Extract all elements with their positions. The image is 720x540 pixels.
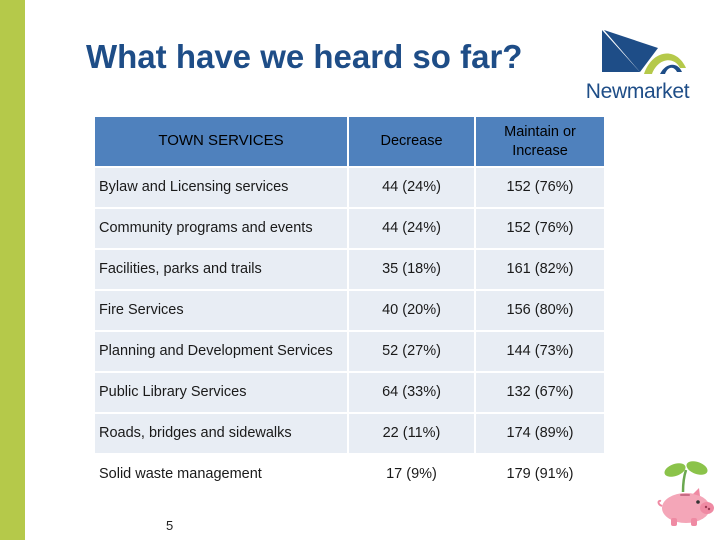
table-row: Roads, bridges and sidewalks 22 (11%) 17… <box>95 413 606 455</box>
service-name: Roads, bridges and sidewalks <box>95 413 349 455</box>
header-maintain-increase: Maintain or Increase <box>475 117 606 168</box>
newmarket-logo-mark-icon <box>602 30 686 74</box>
maintain-value: 156 (80%) <box>475 290 606 332</box>
logo-wordmark: Newmarket <box>585 80 690 103</box>
header-decrease: Decrease <box>348 117 476 168</box>
decrease-value: 44 (24%) <box>348 167 476 209</box>
service-name: Bylaw and Licensing services <box>95 167 349 209</box>
header-town-services: TOWN SERVICES <box>95 117 349 168</box>
page-number: 5 <box>166 518 174 533</box>
service-name: Public Library Services <box>95 372 349 414</box>
table-header-row: TOWN SERVICES Decrease Maintain or Incre… <box>95 117 606 168</box>
table-row: Solid waste management 17 (9%) 179 (91%) <box>95 454 606 496</box>
maintain-value: 161 (82%) <box>475 249 606 291</box>
maintain-value: 144 (73%) <box>475 331 606 373</box>
maintain-value: 152 (76%) <box>475 167 606 209</box>
service-name: Facilities, parks and trails <box>95 249 349 291</box>
decrease-value: 17 (9%) <box>348 454 476 496</box>
slide-title: What have we heard so far? <box>86 38 523 75</box>
table-row: Public Library Services 64 (33%) 132 (67… <box>95 372 606 414</box>
left-accent-bar <box>0 0 25 540</box>
decrease-value: 40 (20%) <box>348 290 476 332</box>
decrease-value: 44 (24%) <box>348 208 476 250</box>
table-row: Bylaw and Licensing services 44 (24%) 15… <box>95 167 606 209</box>
decrease-value: 22 (11%) <box>348 413 476 455</box>
table-row: Facilities, parks and trails 35 (18%) 16… <box>95 249 606 291</box>
maintain-value: 132 (67%) <box>475 372 606 414</box>
newmarket-logo: Newmarket <box>580 28 695 108</box>
town-services-table: TOWN SERVICES Decrease Maintain or Incre… <box>95 117 606 496</box>
service-name: Planning and Development Services <box>95 331 349 373</box>
piggy-bank-sprout-icon <box>657 461 714 526</box>
table-row: Fire Services 40 (20%) 156 (80%) <box>95 290 606 332</box>
maintain-value: 179 (91%) <box>475 454 606 496</box>
decrease-value: 35 (18%) <box>348 249 476 291</box>
service-name: Community programs and events <box>95 208 349 250</box>
maintain-value: 152 (76%) <box>475 208 606 250</box>
decrease-value: 52 (27%) <box>348 331 476 373</box>
service-name: Solid waste management <box>95 454 349 496</box>
table-row: Planning and Development Services 52 (27… <box>95 331 606 373</box>
maintain-value: 174 (89%) <box>475 413 606 455</box>
decrease-value: 64 (33%) <box>348 372 476 414</box>
service-name: Fire Services <box>95 290 349 332</box>
table-row: Community programs and events 44 (24%) 1… <box>95 208 606 250</box>
